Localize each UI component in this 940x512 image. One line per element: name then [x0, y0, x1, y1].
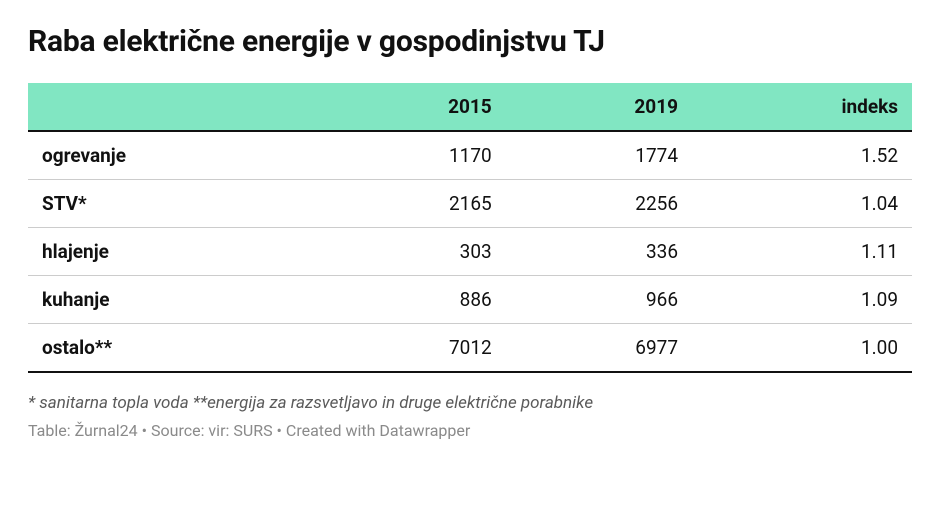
cell-index: 1.11: [692, 228, 912, 276]
table-row: hlajenje 303 336 1.11: [28, 228, 912, 276]
table-row: ogrevanje 1170 1774 1.52: [28, 131, 912, 180]
cell-2015: 886: [319, 276, 505, 324]
table-row: kuhanje 886 966 1.09: [28, 276, 912, 324]
cell-2019: 2256: [506, 180, 692, 228]
row-label: ogrevanje: [28, 131, 319, 180]
cell-2019: 966: [506, 276, 692, 324]
table-row: ostalo** 7012 6977 1.00: [28, 324, 912, 373]
table-header-row: 2015 2019 indeks: [28, 83, 912, 131]
row-label: STV*: [28, 180, 319, 228]
footnote: * sanitarna topla voda **energija za raz…: [28, 393, 912, 413]
col-header-2019: 2019: [506, 83, 692, 131]
cell-2019: 1774: [506, 131, 692, 180]
col-header-2015: 2015: [319, 83, 505, 131]
chart-title: Raba električne energije v gospodinjstvu…: [28, 24, 912, 59]
cell-2015: 303: [319, 228, 505, 276]
cell-index: 1.00: [692, 324, 912, 373]
credits: Table: Žurnal24 • Source: vir: SURS • Cr…: [28, 421, 912, 440]
cell-index: 1.09: [692, 276, 912, 324]
col-header-blank: [28, 83, 319, 131]
cell-index: 1.04: [692, 180, 912, 228]
row-label: hlajenje: [28, 228, 319, 276]
col-header-index: indeks: [692, 83, 912, 131]
cell-2015: 1170: [319, 131, 505, 180]
data-table: 2015 2019 indeks ogrevanje 1170 1774 1.5…: [28, 83, 912, 373]
cell-2015: 7012: [319, 324, 505, 373]
row-label: ostalo**: [28, 324, 319, 373]
cell-2019: 6977: [506, 324, 692, 373]
cell-2015: 2165: [319, 180, 505, 228]
cell-2019: 336: [506, 228, 692, 276]
table-row: STV* 2165 2256 1.04: [28, 180, 912, 228]
cell-index: 1.52: [692, 131, 912, 180]
row-label: kuhanje: [28, 276, 319, 324]
